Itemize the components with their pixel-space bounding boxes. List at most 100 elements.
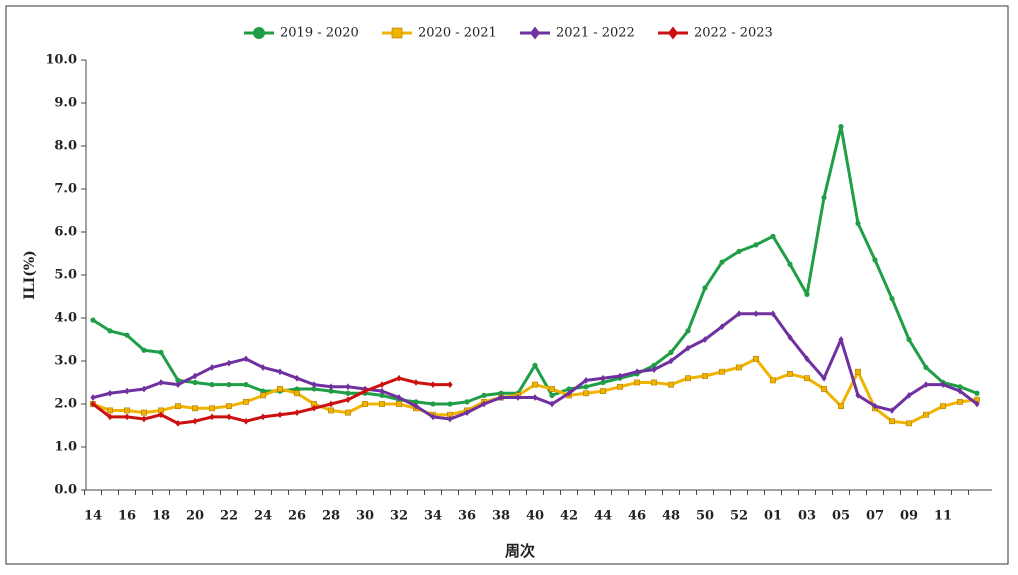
y-tick-label: 1.0 (54, 440, 77, 455)
point (651, 362, 657, 368)
frame (5, 5, 1009, 565)
y-tick-label: 4.0 (54, 311, 77, 326)
point (413, 402, 419, 410)
point (294, 386, 300, 392)
y-tick-label: 0.0 (54, 483, 77, 498)
point (719, 368, 725, 375)
point (124, 387, 130, 395)
point (447, 381, 453, 389)
point (464, 409, 470, 416)
point (685, 344, 691, 352)
point (277, 411, 283, 419)
point (396, 394, 402, 401)
point (787, 370, 793, 377)
x-tick-label: 34 (424, 509, 442, 524)
point (532, 394, 538, 401)
point (600, 388, 606, 394)
y-tick-label: 2.0 (54, 397, 77, 412)
point (855, 220, 861, 226)
point (158, 379, 164, 386)
point (600, 374, 606, 382)
point (294, 409, 300, 416)
point (328, 388, 334, 394)
y-tick-label: 3.0 (54, 354, 77, 369)
y-tick-label: 7.0 (54, 182, 77, 197)
point (158, 411, 164, 419)
x-tick-label: 46 (628, 509, 646, 524)
point (532, 362, 538, 368)
point (413, 379, 419, 386)
x-tick-label: 52 (730, 509, 748, 524)
point (685, 375, 691, 382)
x-tick-label: 44 (594, 509, 612, 524)
x-tick-label: 22 (220, 509, 238, 524)
point (430, 381, 436, 389)
point (906, 336, 912, 343)
point (957, 398, 963, 405)
point (889, 296, 895, 302)
point (345, 409, 351, 416)
point (260, 392, 266, 399)
x-tick-label: 28 (322, 509, 340, 524)
series-line (92, 125, 978, 406)
point (464, 399, 470, 405)
point (719, 259, 725, 265)
x-tick-label: 42 (560, 509, 578, 524)
legend-label: 2019 - 2020 (280, 26, 359, 41)
point (209, 364, 215, 371)
x-tick-label: 36 (458, 509, 476, 524)
point (566, 386, 572, 392)
point (821, 386, 827, 392)
point (600, 379, 606, 386)
point (532, 381, 538, 388)
legend-label: 2022 - 2023 (694, 26, 773, 41)
y-tick-label: 6.0 (54, 225, 77, 240)
point (804, 355, 810, 363)
point (243, 382, 249, 388)
point (515, 394, 521, 401)
point (889, 418, 895, 425)
x-tick-label: 16 (118, 509, 136, 524)
point (107, 389, 113, 397)
point (277, 386, 283, 392)
legend-label: 2020 - 2021 (418, 26, 497, 41)
point (396, 374, 402, 382)
point (391, 27, 403, 39)
legend-label: 2021 - 2022 (556, 26, 635, 41)
point (192, 405, 198, 412)
point (804, 291, 810, 297)
point (158, 349, 164, 355)
point (362, 401, 368, 407)
point (957, 387, 963, 395)
point (90, 317, 96, 323)
point (651, 366, 657, 373)
point (838, 124, 844, 130)
point (719, 323, 725, 330)
point (736, 248, 742, 254)
point (974, 400, 980, 408)
point (923, 364, 929, 371)
point (889, 407, 895, 414)
point (447, 401, 453, 407)
point (90, 394, 96, 401)
point (447, 415, 453, 423)
point (243, 417, 249, 425)
point (345, 390, 351, 396)
point (787, 261, 793, 267)
point (243, 355, 249, 363)
point (192, 379, 198, 386)
point (685, 328, 691, 334)
point (311, 404, 317, 412)
point (379, 392, 385, 398)
point (583, 384, 589, 390)
point (753, 310, 759, 318)
point (770, 377, 776, 384)
point (855, 392, 861, 399)
point (328, 383, 334, 391)
point (498, 394, 504, 401)
point (702, 373, 708, 379)
x-tick-label: 30 (356, 509, 374, 524)
point (634, 368, 640, 376)
point (634, 379, 640, 386)
